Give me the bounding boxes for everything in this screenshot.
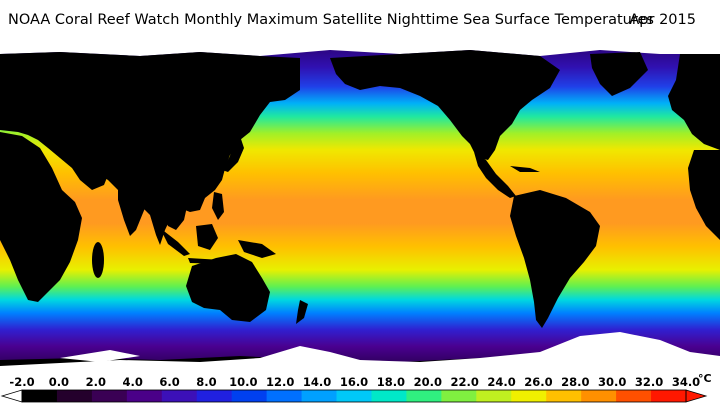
legend-color-swatch <box>406 390 442 402</box>
legend-color-swatch <box>476 390 512 402</box>
land-arabia <box>70 152 110 190</box>
legend-tick-label: 10.0 <box>229 375 258 389</box>
legend-tick-label: 6.0 <box>159 375 180 389</box>
legend-color-swatch <box>371 390 407 402</box>
legend-tick-label: 22.0 <box>450 375 479 389</box>
land-philippines <box>212 192 224 220</box>
legend-tick-label: 16.0 <box>339 375 369 389</box>
land-europe <box>668 54 720 150</box>
land-eurasia <box>0 52 300 245</box>
map-title-bar: NOAA Coral Reef Watch Monthly Maximum Sa… <box>0 0 720 40</box>
legend-color-swatch <box>581 390 617 402</box>
land-central-america <box>474 152 516 198</box>
legend-color-swatch <box>441 390 477 402</box>
legend-tick-label: 34.0 <box>671 375 701 389</box>
land-indochina <box>160 188 188 230</box>
legend-tick-label: 20.0 <box>413 375 442 389</box>
land-madagascar <box>92 242 104 278</box>
legend-color-swatch <box>616 390 652 402</box>
sst-map-svg <box>0 40 720 373</box>
legend-color-swatch <box>22 390 58 402</box>
legend-tick-label: 12.0 <box>266 375 295 389</box>
legend-tick-label: 2.0 <box>85 375 106 389</box>
antarctic-ice-2 <box>60 350 140 362</box>
land-cuba <box>510 166 540 172</box>
legend-tick-label: 14.0 <box>302 375 332 389</box>
legend-color-swatch <box>56 390 93 402</box>
legend-color-swatch <box>91 390 128 402</box>
legend-color-swatch <box>301 390 338 402</box>
legend-tick-label: 0.0 <box>48 375 70 389</box>
antarctic-ice <box>0 332 720 373</box>
legend-color-swatch <box>196 390 233 402</box>
legend-tick-label: 28.0 <box>561 375 590 389</box>
land-sumatra <box>160 228 190 256</box>
land-borneo <box>196 224 218 250</box>
land-africa <box>0 132 82 302</box>
land-south-america <box>510 190 600 328</box>
land-north-america <box>330 50 560 160</box>
land-new-guinea <box>238 240 276 258</box>
legend-low-arrow <box>0 389 23 403</box>
legend-color-swatch <box>231 390 268 402</box>
legend-tick-labels: -2.0 0.0 2.0 4.0 6.0 8.0 10.0 12.0 14.0 16.0 18.0 2… <box>0 372 720 389</box>
land-india <box>118 180 150 236</box>
sst-map <box>0 40 720 373</box>
map-date: Apr 2015 <box>629 12 696 28</box>
legend-color-swatch <box>546 390 582 402</box>
legend-tick-label: 30.0 <box>598 375 627 389</box>
legend-tick-label: 26.0 <box>524 375 553 389</box>
legend-unit: °C <box>698 372 712 385</box>
land-japan <box>222 136 244 172</box>
arctic-ice <box>0 40 720 56</box>
map-title: NOAA Coral Reef Watch Monthly Maximum Sa… <box>8 12 654 28</box>
legend-color-swatch <box>336 390 372 402</box>
legend-color-swatch <box>266 390 303 402</box>
land-greenland <box>590 52 648 96</box>
legend-color-swatch <box>511 390 547 402</box>
legend-color-swatch <box>651 390 687 402</box>
legend-tick-label: 4.0 <box>122 375 143 389</box>
land-australia <box>186 254 270 322</box>
legend-tick-label: 32.0 <box>634 375 664 389</box>
legend-color-swatch <box>161 390 198 402</box>
legend-tick-label: 24.0 <box>487 375 516 389</box>
legend-tick-label: 18.0 <box>376 375 406 389</box>
legend-color-swatch <box>126 390 163 402</box>
legend-high-arrow <box>685 389 708 403</box>
land-west-africa <box>688 150 720 240</box>
legend-tick-label: 8.0 <box>196 375 217 389</box>
legend-tick-label: -2.0 <box>9 375 35 389</box>
color-legend-bar <box>0 389 708 403</box>
legend-border <box>21 389 687 403</box>
land-new-zealand <box>296 300 308 324</box>
